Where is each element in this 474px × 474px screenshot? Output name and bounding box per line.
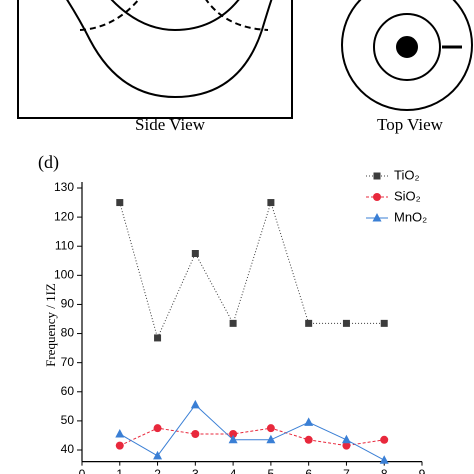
data-point — [115, 441, 124, 450]
data-point — [342, 319, 350, 327]
data-point — [190, 399, 200, 409]
probe-dot — [396, 36, 418, 58]
series-line — [119, 404, 385, 461]
x-tick-label: 0 — [79, 467, 86, 474]
legend-label: MnO₂ — [394, 209, 427, 224]
y-tick-label: 110 — [55, 238, 74, 252]
inner-circle — [373, 13, 441, 81]
dashed-arc — [79, 0, 140, 31]
y-tick-label: 130 — [54, 180, 74, 194]
y-tick-label: 60 — [61, 384, 75, 398]
data-point — [191, 250, 199, 257]
data-point — [229, 319, 237, 327]
x-tick-label: 9 — [419, 467, 426, 474]
x-tick-label: 8 — [381, 467, 388, 474]
outer-circle — [341, 0, 473, 111]
data-point — [304, 417, 314, 426]
top-view-label: Top View — [377, 115, 444, 134]
y-tick-label: 80 — [61, 326, 75, 340]
panel-label: (d) — [38, 152, 59, 173]
x-tick-label: 5 — [268, 467, 275, 474]
y-tick-label: 40 — [61, 442, 75, 456]
x-tick-label: 7 — [343, 467, 350, 474]
data-point — [305, 319, 313, 327]
data-point — [228, 434, 238, 444]
data-point — [266, 424, 275, 433]
data-point — [115, 428, 125, 438]
data-point — [304, 435, 313, 444]
y-tick-label: 90 — [61, 297, 75, 311]
data-point — [342, 441, 351, 450]
data-point — [379, 455, 389, 464]
data-point — [116, 199, 124, 207]
data-point — [266, 434, 276, 444]
x-tick-label: 6 — [305, 467, 312, 474]
y-tick-label: 120 — [54, 209, 74, 223]
data-point — [154, 334, 162, 342]
legend-marker — [373, 172, 381, 180]
side-view-diagram — [17, 0, 293, 119]
side-view-label: Side View — [135, 115, 206, 134]
legend-label: SiO₂ — [394, 188, 421, 203]
dashed-arc — [205, 0, 269, 31]
series-line — [119, 427, 385, 447]
series-line — [119, 200, 385, 340]
top-view-diagram — [341, 0, 473, 111]
inner-arc — [110, 0, 240, 32]
data-point — [341, 434, 351, 444]
data-point — [267, 199, 275, 207]
x-tick-label: 1 — [116, 467, 123, 474]
x-tick-label: 2 — [154, 467, 161, 474]
block — [17, 0, 293, 119]
data-point — [191, 429, 200, 438]
y-tick-label: 100 — [54, 268, 74, 282]
data-point — [380, 319, 388, 327]
data-point — [229, 429, 238, 438]
x-tick-label: 4 — [230, 467, 237, 474]
data-point — [153, 424, 162, 433]
legend-label: TiO₂ — [394, 167, 420, 182]
y-axis-label: Frequency / 1IZ — [43, 283, 58, 367]
data-point — [380, 435, 389, 444]
y-tick-label: 50 — [61, 413, 75, 427]
melt-pool — [66, 0, 273, 99]
x-tick-label: 3 — [192, 467, 199, 474]
legend-marker — [372, 213, 382, 222]
data-point — [153, 450, 163, 460]
legend-marker — [373, 193, 381, 201]
y-tick-label: 70 — [61, 355, 75, 369]
